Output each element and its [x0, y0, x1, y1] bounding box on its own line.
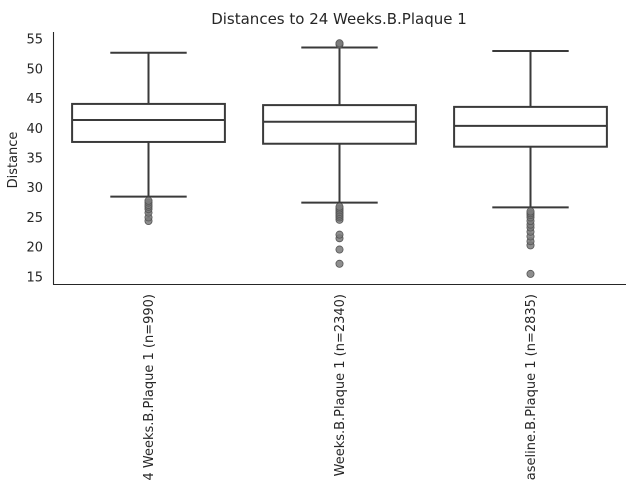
outlier-point: [144, 196, 153, 205]
outlier-point: [526, 269, 535, 278]
box-group: [71, 39, 608, 278]
outlier-point: [526, 207, 535, 216]
x-tick-label: 24 Weeks.B.Plaque 1 (n=990): [142, 294, 157, 480]
y-tick-label: 55: [26, 33, 43, 48]
y-tick-label: 15: [26, 270, 43, 285]
outlier-point: [335, 245, 344, 254]
box-3: [453, 50, 608, 278]
x-tick-label: Baseline.B.Plaque 1 (n=2835): [524, 294, 539, 480]
y-tick-label: 20: [26, 241, 43, 256]
box-1: [71, 51, 226, 225]
y-axis-label: Distance: [6, 132, 21, 189]
outlier-point: [335, 39, 344, 48]
outlier-point: [335, 230, 344, 239]
y-tick-label: 25: [26, 211, 43, 226]
y-axis-ticks: 15 20 25 30 35 40 45 50 55: [26, 33, 43, 286]
interquartile-box: [71, 102, 226, 143]
y-tick-label: 30: [26, 181, 43, 196]
outlier-point: [335, 259, 344, 268]
chart-title: Distances to 24 Weeks.B.Plaque 1: [211, 10, 467, 28]
x-tick-label: 12 Weeks.B.Plaque 1 (n=2340): [333, 294, 348, 480]
y-tick-label: 40: [26, 122, 43, 137]
box-2: [262, 39, 417, 268]
y-tick-label: 45: [26, 92, 43, 107]
x-axis-tick-labels: 24 Weeks.B.Plaque 1 (n=990) 12 Weeks.B.Pl…: [142, 294, 539, 480]
y-tick-label: 35: [26, 152, 43, 167]
interquartile-box: [262, 104, 417, 145]
outlier-point: [335, 202, 344, 211]
y-tick-label: 50: [26, 62, 43, 77]
